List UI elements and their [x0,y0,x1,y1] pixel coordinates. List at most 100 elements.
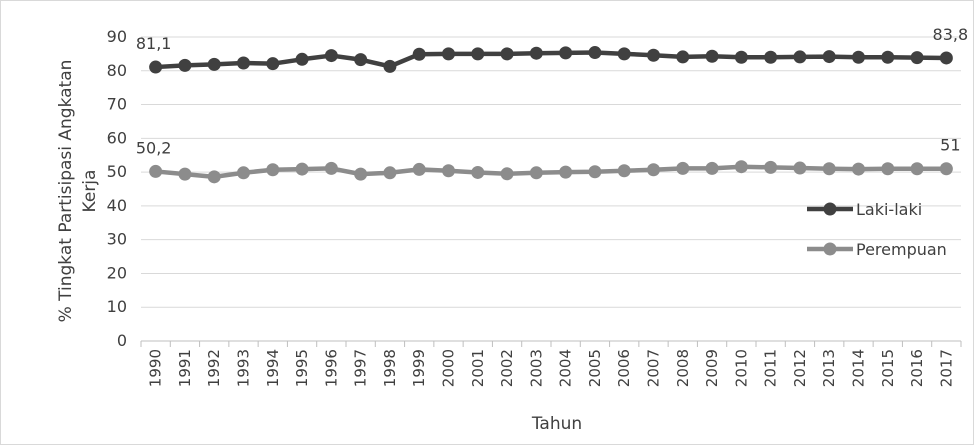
data-point [442,47,455,61]
data-point [588,46,602,60]
data-point [939,162,953,176]
data-point [734,160,748,174]
x-tick-label: 2003 [527,349,545,387]
data-point [764,160,778,174]
data-point [529,166,543,180]
x-tick-label: 2005 [586,349,604,387]
data-point [354,53,368,67]
data-point [412,47,426,61]
legend-marker [823,202,837,216]
data-point [793,50,807,64]
y-tick-label: 30 [107,230,127,249]
data-point [383,59,397,73]
legend-label: Laki-laki [856,200,922,219]
data-point [266,57,280,71]
data-point [383,166,397,180]
y-axis-title-line-1: % Tingkat Partisipasi Angkatan [56,60,76,323]
legend: Laki-laki Perempuan [807,200,947,259]
data-point [647,48,660,62]
x-tick-label: 1997 [352,349,370,387]
data-point [295,52,309,66]
data-point [471,165,485,179]
x-tick-label: 2008 [674,349,692,387]
data-point [149,60,163,74]
x-tick-label: 2011 [762,349,780,387]
series-group [149,46,953,184]
x-tick-label: 2004 [557,349,575,387]
x-axis-ticks: 1990 1991 1992 1993 1994 1995 1996 1997 1998 1999… [140,341,962,387]
legend-label: Perempuan [856,240,947,259]
data-point [617,164,631,178]
x-tick-label: 2017 [937,349,955,387]
data-point [676,161,690,175]
data-point [500,167,514,181]
x-tick-label: 1999 [410,349,428,387]
x-tick-label: 1994 [264,349,282,387]
y-axis-title-line-2: Kerja [80,170,100,213]
series-line-laki-laki [155,50,947,70]
data-point [881,162,895,176]
y-tick-label: 40 [107,196,127,215]
data-point [793,161,807,175]
y-tick-label: 0 [117,331,127,350]
data-point [412,162,426,176]
x-tick-label: 2015 [879,349,897,387]
data-point [354,167,368,181]
y-tick-label: 20 [107,263,127,282]
data-point [442,164,455,178]
data-point [939,51,953,65]
data-point [295,162,309,176]
data-point [705,161,719,175]
data-point [207,57,221,71]
data-point [647,163,660,177]
y-axis-ticks: 0 10 20 30 40 50 60 70 80 90 [107,27,127,350]
data-labels: 81,1 83,8 50,2 51 [136,25,968,157]
y-tick-label: 70 [107,95,127,114]
data-point [471,47,485,61]
x-tick-label: 2001 [469,349,487,387]
x-tick-label: 2016 [908,349,926,387]
x-tick-label: 2002 [498,349,516,387]
data-point [207,170,221,184]
x-tick-label: 2007 [645,349,663,387]
x-tick-label: 1990 [147,349,165,387]
data-point [559,165,573,179]
x-tick-label: 2006 [615,349,633,387]
x-tick-label: 1995 [293,349,311,387]
data-point [178,58,192,72]
data-point [617,47,631,61]
data-point [178,167,192,181]
data-point [734,50,748,64]
y-tick-label: 90 [107,27,127,46]
x-tick-label: 1996 [322,349,340,387]
data-point [852,162,865,176]
data-label: 50,2 [136,138,172,157]
data-point [237,56,250,70]
x-tick-label: 1991 [176,349,194,387]
y-tick-label: 80 [107,61,127,80]
x-tick-label: 2010 [732,349,750,387]
data-label: 51 [940,136,960,155]
data-point [676,50,690,64]
data-point [705,49,719,63]
x-axis-title: Tahun [531,414,582,434]
x-tick-label: 2009 [703,349,721,387]
gridlines [141,36,961,342]
x-tick-label: 1992 [205,349,223,387]
data-point [500,47,514,61]
y-tick-label: 50 [107,162,127,181]
data-point [910,51,924,65]
y-tick-label: 10 [107,297,127,316]
x-tick-label: 2013 [820,349,838,387]
x-tick-label: 1998 [381,349,399,387]
data-label: 81,1 [136,34,172,53]
data-point [266,163,280,177]
x-tick-label: 2012 [791,349,809,387]
data-point [764,50,778,64]
data-point [559,46,573,60]
x-tick-label: 1993 [235,349,253,387]
data-point [529,46,543,60]
legend-marker [823,242,837,256]
